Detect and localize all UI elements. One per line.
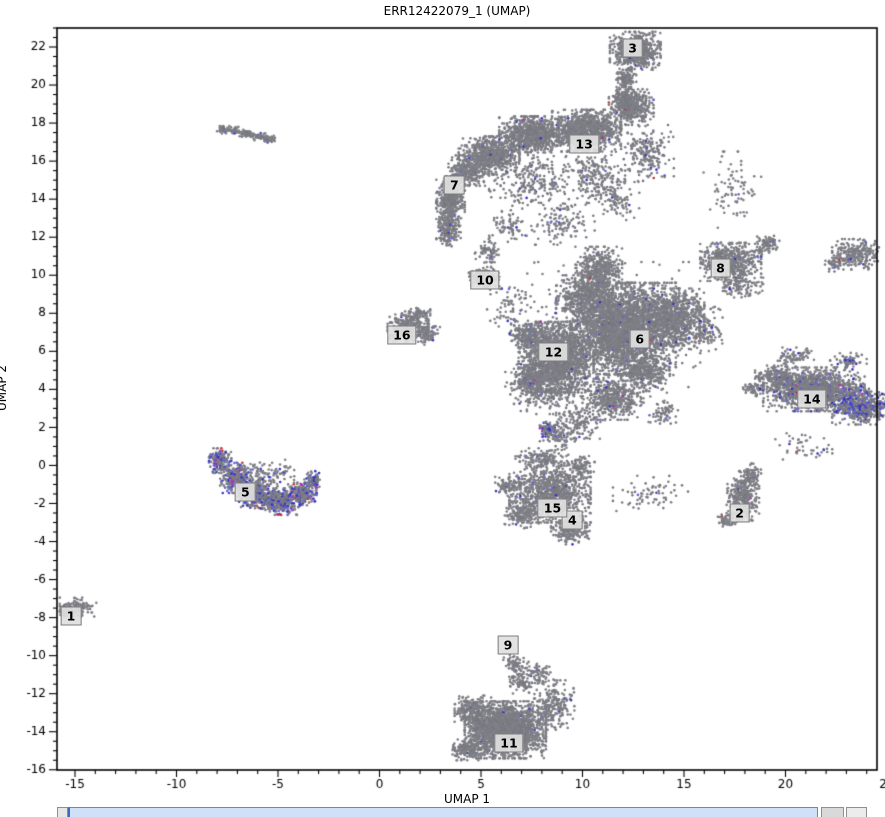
cluster-label-2[interactable]: 2 <box>729 503 750 523</box>
cluster-label-10[interactable]: 10 <box>470 270 500 290</box>
scrollbar-right-button[interactable] <box>846 807 867 817</box>
cluster-label-15[interactable]: 15 <box>537 498 568 518</box>
cluster-label-13[interactable]: 13 <box>569 134 599 154</box>
cluster-label-5[interactable]: 5 <box>234 482 256 502</box>
cluster-label-11[interactable]: 11 <box>494 733 524 753</box>
scrollbar-thumb[interactable] <box>68 807 818 817</box>
cluster-label-12[interactable]: 12 <box>538 342 569 362</box>
horizontal-scrollbar[interactable] <box>57 807 885 817</box>
cluster-label-1[interactable]: 1 <box>60 606 82 626</box>
cluster-label-8[interactable]: 8 <box>710 258 731 278</box>
x-axis-label: UMAP 1 <box>443 792 491 806</box>
cluster-label-9[interactable]: 9 <box>497 635 519 655</box>
cluster-label-14[interactable]: 14 <box>797 389 827 409</box>
cluster-label-16[interactable]: 16 <box>387 325 417 345</box>
scrollbar-left-button[interactable] <box>57 807 68 817</box>
scrollbar-page-area[interactable] <box>821 807 844 817</box>
cluster-label-3[interactable]: 3 <box>622 38 643 58</box>
cluster-label-4[interactable]: 4 <box>561 510 583 530</box>
cluster-label-7[interactable]: 7 <box>444 175 465 195</box>
cluster-label-6[interactable]: 6 <box>629 329 651 349</box>
